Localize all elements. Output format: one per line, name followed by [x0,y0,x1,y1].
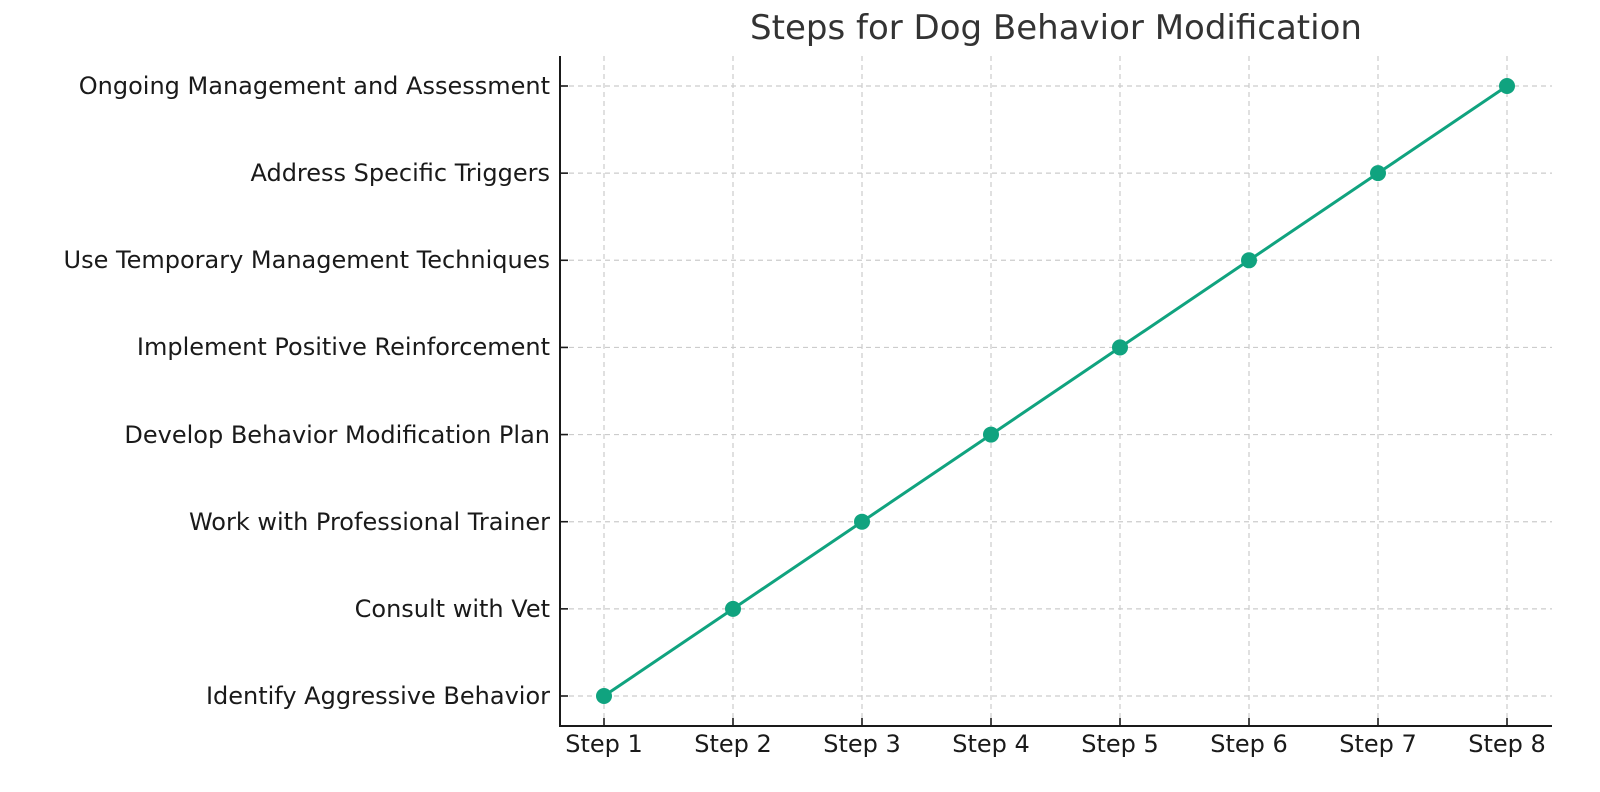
x-tick-label: Step 2 [694,730,772,758]
x-tick-label: Step 4 [952,730,1030,758]
series-line [603,84,1508,698]
data-point-marker [1241,252,1257,269]
data-point-marker [1370,165,1386,182]
y-tick-label: Consult with Vet [354,594,550,623]
data-point-marker [1499,78,1515,94]
x-tick-label: Step 1 [565,730,643,758]
y-tick-label: Address Specific Triggers [250,159,550,188]
y-tick-label: Develop Behavior Modification Plan [124,420,550,449]
y-tick-label: Use Temporary Management Techniques [63,246,550,275]
x-tick-label: Step 3 [823,730,901,758]
chart-title: Steps for Dog Behavior Modification [750,8,1362,48]
data-point-marker [1112,339,1128,356]
data-point-marker [725,600,741,617]
x-tick-label: Step 7 [1339,730,1417,758]
x-tick-label: Step 8 [1468,730,1546,758]
data-point-marker [854,513,870,530]
y-tick-label: Implement Positive Reinforcement [136,333,550,362]
x-tick-label: Step 5 [1081,730,1159,758]
y-tick-label: Work with Professional Trainer [188,507,550,536]
data-point-marker [983,426,999,443]
x-tick-label: Step 6 [1210,730,1288,758]
y-tick-label: Identify Aggressive Behavior [205,682,550,710]
y-tick-label: Ongoing Management and Assessment [78,72,550,100]
data-point-marker [596,688,612,704]
